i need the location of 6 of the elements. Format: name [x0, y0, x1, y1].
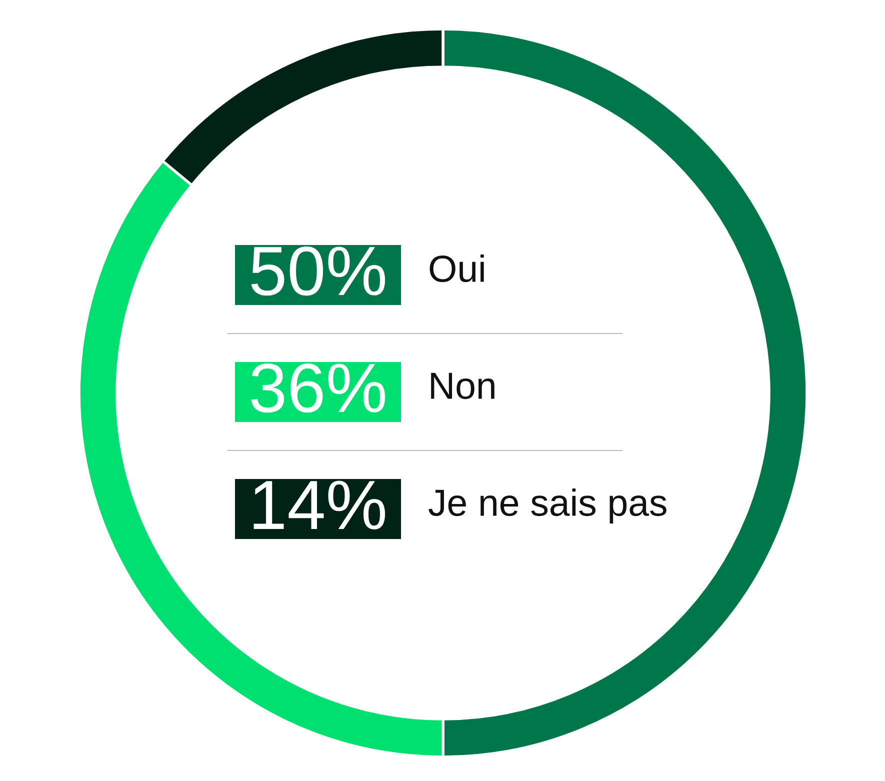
data-label: 36%: [251, 363, 386, 413]
legend-label: Non: [431, 372, 494, 400]
data-label: 14%: [254, 480, 386, 530]
legend-label: Oui: [430, 254, 484, 282]
legend-label: Je ne sais pas: [428, 488, 666, 524]
data-label: 50%: [251, 246, 386, 296]
